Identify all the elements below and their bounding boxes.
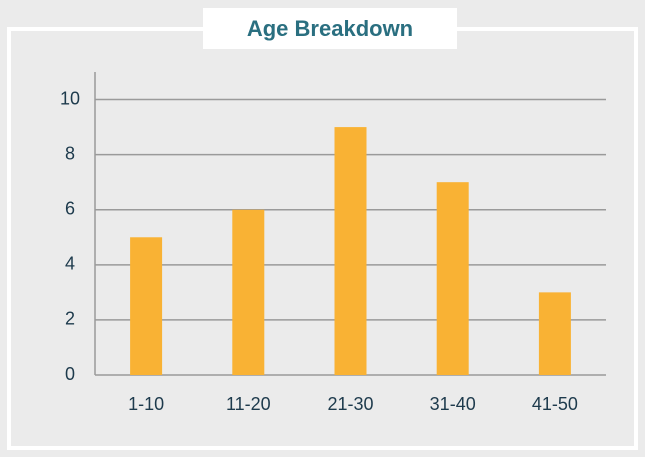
chart-title: Age Breakdown: [247, 16, 413, 41]
x-tick-label: 41-50: [532, 394, 578, 414]
plot: 0 2 4 6 8 10 1-10 11-20 21-30 31-40 41-50: [60, 72, 606, 414]
y-tick-label: 6: [65, 198, 75, 218]
y-tick-label: 4: [65, 254, 75, 274]
y-tick-label: 10: [60, 88, 80, 108]
bar: [436, 182, 469, 375]
bar: [130, 237, 163, 375]
bar: [232, 209, 265, 375]
y-tick-label: 0: [65, 364, 75, 384]
y-tick-label: 2: [65, 309, 75, 329]
x-tick-label: 21-30: [327, 394, 373, 414]
x-tick-label: 1-10: [128, 394, 164, 414]
title-box: [203, 8, 457, 49]
y-tick-label: 8: [65, 143, 75, 163]
x-tick-label: 11-20: [226, 394, 271, 414]
x-tick-label: 31-40: [430, 394, 476, 414]
bar: [538, 292, 571, 375]
bar: [334, 127, 367, 375]
